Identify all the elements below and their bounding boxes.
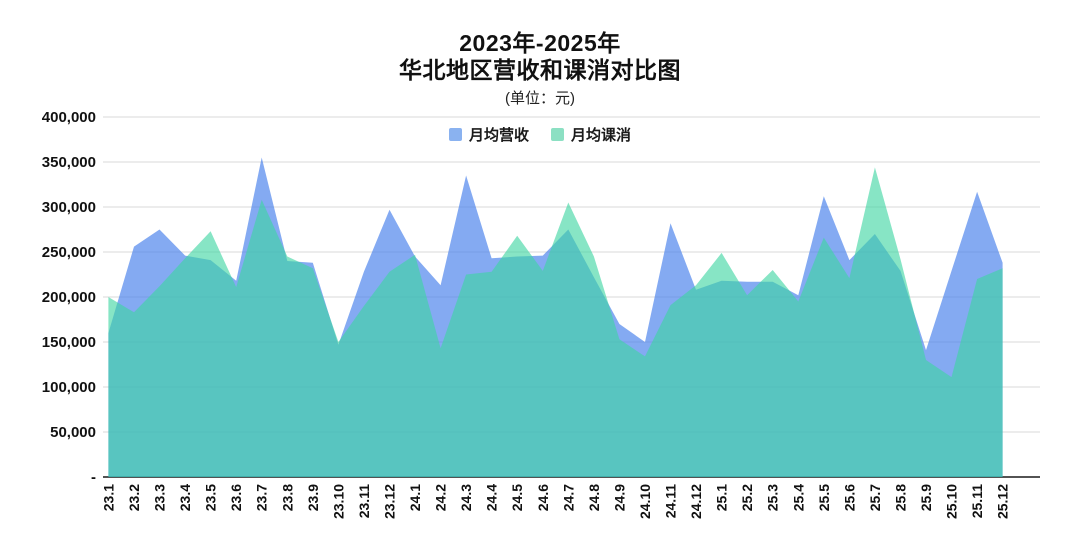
consume-swatch-icon bbox=[551, 128, 564, 141]
y-tick-label: 350,000 bbox=[42, 154, 96, 171]
x-tick-label: 25.1 bbox=[714, 484, 730, 511]
x-tick-label: 23.10 bbox=[330, 484, 346, 519]
legend-item-revenue: 月均营收 bbox=[448, 124, 529, 145]
x-tick-label: 25.9 bbox=[918, 484, 934, 511]
x-tick-label: 25.11 bbox=[969, 484, 985, 518]
x-tick-label: 24.1 bbox=[407, 484, 423, 511]
y-tick-label: 50,000 bbox=[50, 424, 96, 441]
x-tick-label: 23.3 bbox=[152, 484, 168, 511]
legend-label-revenue: 月均营收 bbox=[468, 127, 529, 144]
x-tick-label: 23.6 bbox=[228, 484, 244, 511]
chart-title-line2: 华北地区营收和课消对比图 bbox=[399, 57, 681, 83]
y-tick-label: 300,000 bbox=[42, 199, 96, 216]
x-tick-label: 25.5 bbox=[816, 484, 832, 511]
x-tick-label: 24.2 bbox=[433, 484, 449, 511]
y-tick-label: 200,000 bbox=[42, 289, 96, 306]
x-tick-label: 24.9 bbox=[611, 484, 627, 511]
x-tick-label: 24.7 bbox=[560, 484, 576, 511]
x-tick-label: 23.5 bbox=[203, 484, 219, 511]
x-tick-label: 23.1 bbox=[100, 484, 116, 511]
area-series bbox=[108, 157, 1003, 477]
legend-item-consume: 月均课消 bbox=[551, 124, 631, 145]
y-tick-label: 100,000 bbox=[42, 379, 96, 396]
x-tick-label: 23.4 bbox=[177, 484, 193, 511]
x-tick-label: 23.11 bbox=[356, 484, 372, 518]
x-tick-label: 23.7 bbox=[254, 484, 270, 511]
x-tick-label: 23.2 bbox=[126, 484, 142, 511]
x-tick-label: 24.12 bbox=[688, 484, 704, 519]
legend-label-consume: 月均课消 bbox=[571, 127, 632, 144]
x-tick-label: 25.6 bbox=[841, 484, 857, 511]
x-tick-label: 24.11 bbox=[663, 484, 679, 518]
x-tick-label: 25.4 bbox=[790, 484, 806, 511]
consume-area bbox=[108, 167, 1003, 477]
y-tick-label: 250,000 bbox=[42, 244, 96, 261]
x-tick-label: 24.5 bbox=[509, 484, 525, 511]
chart-title-block: 2023年-2025年 华北地区营收和课消对比图 (单位：元) bbox=[0, 30, 1080, 108]
x-tick-label: 24.10 bbox=[637, 484, 653, 519]
x-tick-label: 23.9 bbox=[305, 484, 321, 511]
x-tick-label: 24.6 bbox=[535, 484, 551, 511]
x-tick-label: 23.8 bbox=[279, 484, 295, 511]
x-tick-label: 24.4 bbox=[484, 484, 500, 511]
x-tick-label: 25.8 bbox=[892, 484, 908, 511]
x-tick-label: 25.10 bbox=[944, 484, 960, 519]
x-tick-label: 24.3 bbox=[458, 484, 474, 511]
x-axis-labels: 23.1 23.2 23.3 23.4 23.5 23.6 23.7 23.8 23.9 23.1… bbox=[100, 484, 1010, 519]
y-axis-labels: 400,000 350,000 300,000 250,000 200,000 150,0… bbox=[42, 109, 96, 486]
x-tick-label: 25.12 bbox=[995, 484, 1011, 519]
x-tick-label: 25.7 bbox=[867, 484, 883, 511]
x-tick-label: 24.8 bbox=[586, 484, 602, 511]
x-tick-label: 25.2 bbox=[739, 484, 755, 511]
chart-title-line1: 2023年-2025年 bbox=[459, 30, 621, 56]
y-tick-label: 400,000 bbox=[42, 109, 96, 126]
revenue-swatch-icon bbox=[448, 128, 462, 141]
x-tick-label: 23.12 bbox=[381, 484, 397, 519]
chart-unit-note: (单位：元) bbox=[505, 90, 575, 107]
chart-legend: 月均营收 月均课消 bbox=[0, 124, 1080, 145]
y-tick-label: 150,000 bbox=[42, 334, 96, 351]
y-tick-label: - bbox=[91, 469, 96, 486]
x-tick-label: 25.3 bbox=[765, 484, 781, 511]
